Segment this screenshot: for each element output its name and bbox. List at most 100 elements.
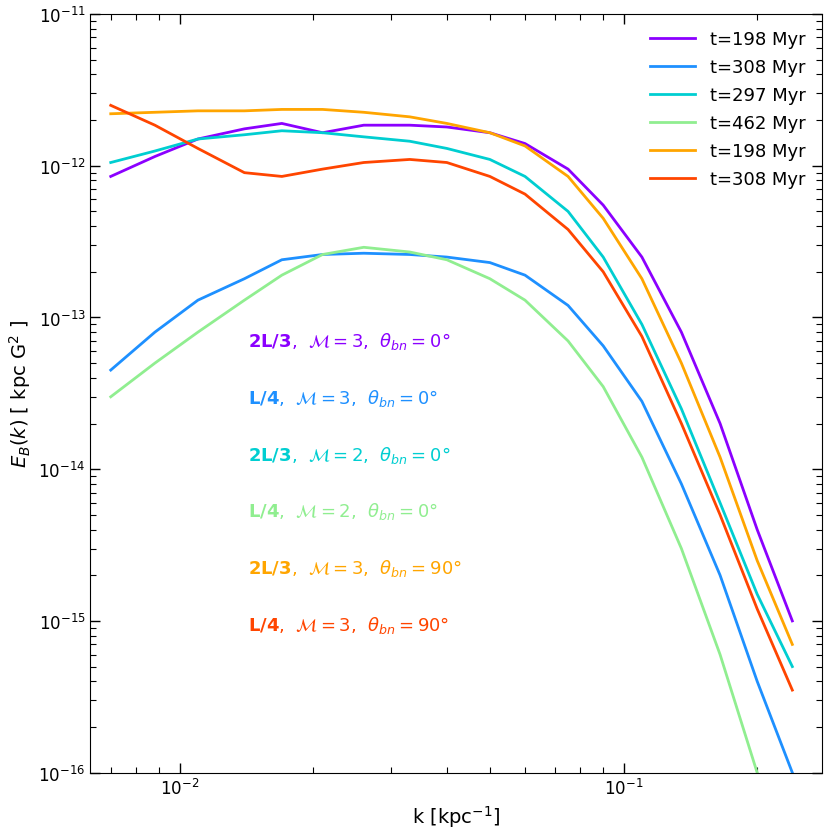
t=308 Myr — [676, 419, 686, 429]
t=297 Myr — [193, 135, 203, 145]
t=308 Myr — [441, 252, 451, 263]
t=198 Myr — [715, 452, 724, 462]
t=308 Myr — [106, 101, 116, 111]
t=198 Myr — [598, 214, 608, 224]
t=198 Myr — [359, 121, 368, 131]
t=308 Myr — [598, 268, 608, 278]
Legend: t=198 Myr, t=308 Myr, t=297 Myr, t=462 Myr, t=198 Myr, t=308 Myr: t=198 Myr, t=308 Myr, t=297 Myr, t=462 M… — [643, 24, 812, 196]
t=198 Myr — [317, 129, 327, 139]
t=198 Myr — [636, 274, 646, 284]
t=308 Myr — [359, 249, 368, 259]
Line: t=297 Myr: t=297 Myr — [111, 131, 792, 667]
t=297 Myr — [404, 137, 414, 147]
t=198 Myr — [676, 328, 686, 338]
Line: t=198 Myr: t=198 Myr — [111, 110, 792, 645]
t=308 Myr — [150, 121, 160, 131]
t=297 Myr — [484, 155, 494, 166]
t=462 Myr — [751, 767, 761, 777]
t=297 Myr — [150, 147, 160, 157]
t=308 Myr — [239, 168, 249, 178]
t=462 Myr — [277, 271, 286, 281]
t=308 Myr — [317, 165, 327, 175]
t=297 Myr — [676, 405, 686, 415]
t=198 Myr — [193, 135, 203, 145]
t=297 Myr — [715, 498, 724, 508]
t=308 Myr — [562, 225, 572, 235]
t=198 Myr — [676, 359, 686, 369]
t=308 Myr — [359, 158, 368, 168]
t=462 Myr — [359, 243, 368, 253]
t=308 Myr — [484, 258, 494, 268]
t=297 Myr — [562, 207, 572, 217]
t=198 Myr — [562, 165, 572, 175]
t=297 Myr — [239, 130, 249, 140]
t=198 Myr — [239, 125, 249, 135]
t=462 Myr — [404, 247, 414, 257]
Line: t=308 Myr: t=308 Myr — [111, 254, 792, 772]
Text: $\mathbf{L/4}$,  $\mathcal{M}=3$,  $\theta_{bn}=90°$: $\mathbf{L/4}$, $\mathcal{M}=3$, $\theta… — [248, 614, 449, 635]
t=198 Myr — [441, 120, 451, 130]
t=308 Myr — [484, 172, 494, 182]
t=198 Myr — [484, 129, 494, 139]
t=297 Myr — [787, 662, 797, 672]
t=198 Myr — [277, 105, 286, 115]
t=198 Myr — [150, 152, 160, 162]
t=297 Myr — [106, 158, 116, 168]
t=308 Myr — [787, 686, 797, 696]
t=308 Myr — [404, 155, 414, 166]
X-axis label: k [kpc$^{-1}$]: k [kpc$^{-1}$] — [412, 803, 500, 829]
t=198 Myr — [441, 123, 451, 133]
t=308 Myr — [441, 158, 451, 168]
t=198 Myr — [484, 129, 494, 139]
t=308 Myr — [519, 190, 529, 200]
Line: t=198 Myr: t=198 Myr — [111, 125, 792, 621]
t=308 Myr — [404, 250, 414, 260]
t=198 Myr — [751, 525, 761, 535]
t=308 Myr — [239, 274, 249, 284]
t=462 Myr — [715, 650, 724, 660]
Text: $\mathbf{2L/3}$,  $\mathcal{M}=2$,  $\theta_{bn}=0°$: $\mathbf{2L/3}$, $\mathcal{M}=2$, $\thet… — [248, 444, 450, 465]
t=198 Myr — [239, 107, 249, 117]
t=462 Myr — [239, 296, 249, 306]
t=198 Myr — [106, 110, 116, 120]
t=462 Myr — [106, 392, 116, 402]
Line: t=308 Myr: t=308 Myr — [111, 106, 792, 691]
t=297 Myr — [317, 129, 327, 139]
t=462 Myr — [598, 382, 608, 392]
t=462 Myr — [441, 256, 451, 266]
t=198 Myr — [193, 107, 203, 117]
t=297 Myr — [636, 320, 646, 330]
t=198 Myr — [751, 556, 761, 566]
t=198 Myr — [519, 140, 529, 150]
t=308 Myr — [751, 604, 761, 614]
t=198 Myr — [715, 419, 724, 429]
t=198 Myr — [106, 172, 116, 182]
t=198 Myr — [317, 105, 327, 115]
t=308 Myr — [277, 172, 286, 182]
t=198 Myr — [562, 172, 572, 182]
t=462 Myr — [317, 250, 327, 260]
Y-axis label: $E_B(k)$ [ kpc G$^{2}$ ]: $E_B(k)$ [ kpc G$^{2}$ ] — [7, 320, 33, 467]
t=462 Myr — [562, 337, 572, 347]
t=198 Myr — [404, 121, 414, 131]
t=198 Myr — [787, 616, 797, 626]
t=308 Myr — [598, 341, 608, 351]
t=308 Myr — [150, 328, 160, 338]
t=297 Myr — [359, 133, 368, 143]
t=198 Myr — [404, 113, 414, 123]
t=198 Myr — [787, 640, 797, 650]
t=308 Myr — [751, 676, 761, 686]
t=462 Myr — [193, 328, 203, 338]
t=308 Myr — [562, 301, 572, 311]
t=297 Myr — [441, 145, 451, 155]
t=462 Myr — [519, 296, 529, 306]
t=462 Myr — [676, 544, 686, 554]
t=308 Myr — [317, 250, 327, 260]
t=297 Myr — [277, 126, 286, 136]
t=308 Myr — [715, 510, 724, 520]
t=308 Myr — [193, 296, 203, 306]
t=198 Myr — [150, 108, 160, 118]
Line: t=462 Myr: t=462 Myr — [111, 248, 792, 836]
Text: $\mathbf{2L/3}$,  $\mathcal{M}=3$,  $\theta_{bn}=90°$: $\mathbf{2L/3}$, $\mathcal{M}=3$, $\thet… — [248, 558, 461, 579]
t=297 Myr — [598, 252, 608, 263]
